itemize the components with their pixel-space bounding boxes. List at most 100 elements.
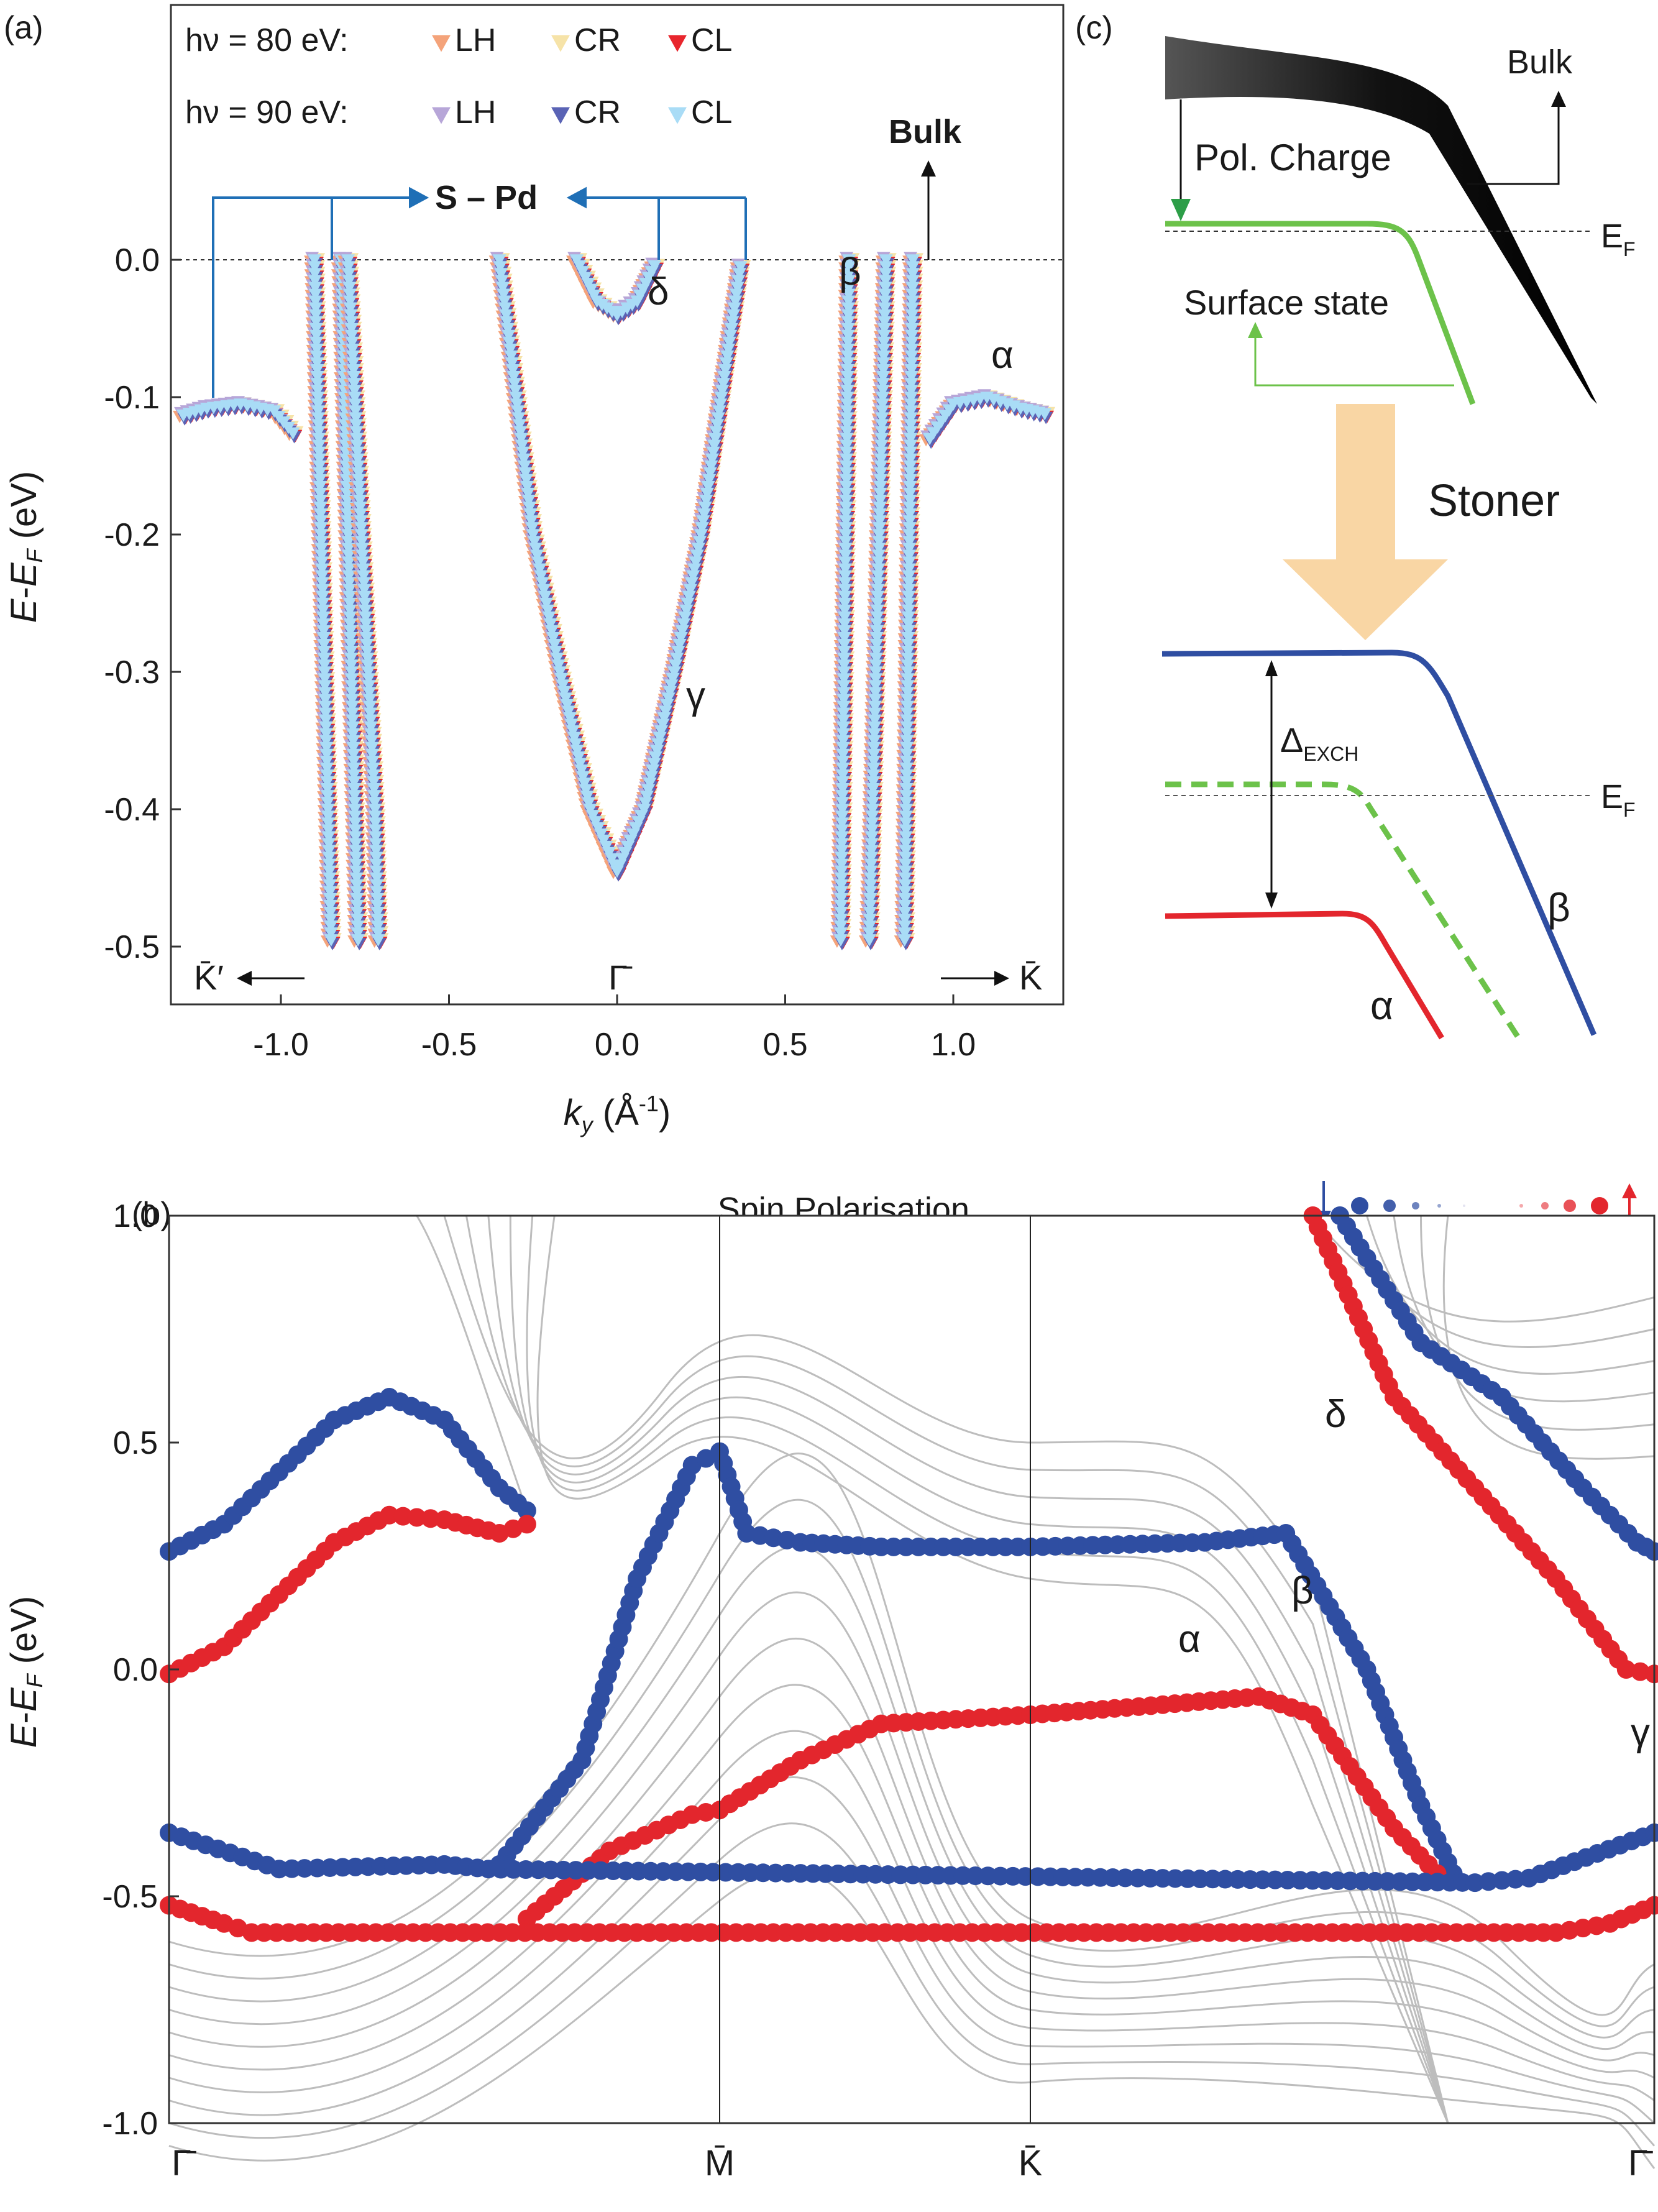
a-band-marker [690, 549, 704, 562]
a-band-marker [321, 804, 335, 816]
a-band-marker [868, 714, 882, 727]
a-band-marker [364, 714, 378, 727]
a-band-marker [898, 886, 912, 899]
a-band-marker [312, 446, 326, 459]
a-band-marker [311, 398, 325, 411]
a-band-marker [349, 865, 364, 878]
a-band-marker [702, 474, 717, 487]
a-band-5 [566, 252, 666, 326]
a-band-marker [840, 460, 854, 473]
a-band-marker [370, 893, 384, 906]
a-band-marker [344, 653, 359, 665]
a-band-marker [863, 886, 877, 899]
a-band-marker [323, 886, 337, 899]
a-band-marker [864, 858, 878, 871]
a-band-marker [357, 590, 372, 603]
a-band-marker [507, 378, 521, 390]
a-band-marker [348, 398, 362, 411]
a-band-marker [836, 762, 850, 775]
a-band-marker [900, 714, 915, 727]
a-band-marker [347, 378, 361, 390]
a-band-marker [838, 597, 852, 610]
a-band-marker [900, 721, 914, 734]
a-band-marker [344, 639, 358, 651]
a-band-marker [646, 764, 660, 777]
a-band-marker [904, 412, 918, 425]
a-band-marker [902, 543, 917, 556]
a-band-marker [365, 735, 379, 748]
a-band-7 [859, 252, 897, 950]
a-band-marker [905, 261, 920, 274]
a-band-marker [835, 845, 849, 858]
a-band-marker [900, 700, 915, 714]
a-band-marker [900, 735, 914, 748]
a-band-marker [905, 336, 919, 349]
a-band-marker [899, 851, 913, 865]
a-band-marker [897, 920, 912, 933]
a-band-marker [356, 563, 370, 576]
a-band-marker [876, 378, 890, 390]
a-band-marker [872, 549, 886, 562]
a-band-marker [316, 604, 330, 617]
a-band-marker [683, 584, 697, 597]
a-band-marker [837, 673, 851, 686]
a-band-marker [873, 508, 887, 521]
a-band-marker [519, 474, 533, 487]
a-band-marker [904, 398, 918, 411]
a-band-marker [899, 865, 913, 878]
a-band-marker [677, 618, 691, 631]
a-band-marker [371, 934, 385, 947]
a-band-marker [310, 378, 324, 390]
a-band-marker [837, 666, 851, 679]
a-band-marker [839, 515, 853, 528]
a-band-marker [356, 556, 370, 569]
a-band-marker [363, 700, 377, 714]
a-band-marker [903, 494, 917, 507]
a-band-marker [309, 350, 324, 363]
a-band-marker [714, 392, 728, 404]
a-band-marker [344, 673, 359, 686]
a-band-marker [309, 336, 324, 349]
a-band-marker [838, 584, 852, 597]
a-band-marker [309, 343, 324, 356]
a-band-marker [535, 577, 549, 590]
a-band-marker [341, 522, 355, 535]
a-band-marker [553, 666, 567, 679]
a-band-marker [876, 392, 890, 404]
a-band-marker [726, 309, 741, 322]
a-band-marker [711, 412, 725, 425]
a-band-marker [871, 563, 886, 576]
a-y-tick-label: -0.3 [104, 654, 160, 691]
a-band-marker [344, 316, 359, 329]
a-band-marker [560, 699, 574, 712]
a-band-marker [320, 783, 334, 796]
a-band-marker [902, 604, 916, 617]
a-band-marker [572, 751, 586, 764]
a-band-marker [547, 639, 562, 651]
a-band-marker [355, 543, 369, 556]
a-band-marker [499, 309, 513, 322]
a-band-marker [311, 405, 326, 418]
a-band-marker [566, 725, 580, 738]
a-band-marker [355, 536, 369, 549]
a-band-marker [520, 480, 534, 493]
a-band-marker [671, 646, 685, 658]
a-band-marker [839, 487, 853, 500]
a-band-marker [347, 755, 361, 768]
a-band-marker [346, 343, 360, 356]
a-band-marker [313, 502, 327, 514]
a-band-marker [359, 618, 373, 631]
a-band-marker [708, 433, 722, 446]
a-band-marker [347, 790, 362, 802]
a-band-marker [349, 858, 364, 871]
a-band-marker [318, 680, 332, 693]
a-band-marker [905, 357, 919, 370]
a-band-marker [660, 699, 674, 712]
a-band-marker [342, 282, 357, 295]
a-band-marker [521, 487, 535, 500]
a-band-marker [663, 686, 677, 699]
a-band-marker [836, 728, 850, 741]
a-band-marker [314, 508, 328, 521]
a-band-marker [905, 295, 920, 308]
a-band-marker [839, 494, 853, 507]
